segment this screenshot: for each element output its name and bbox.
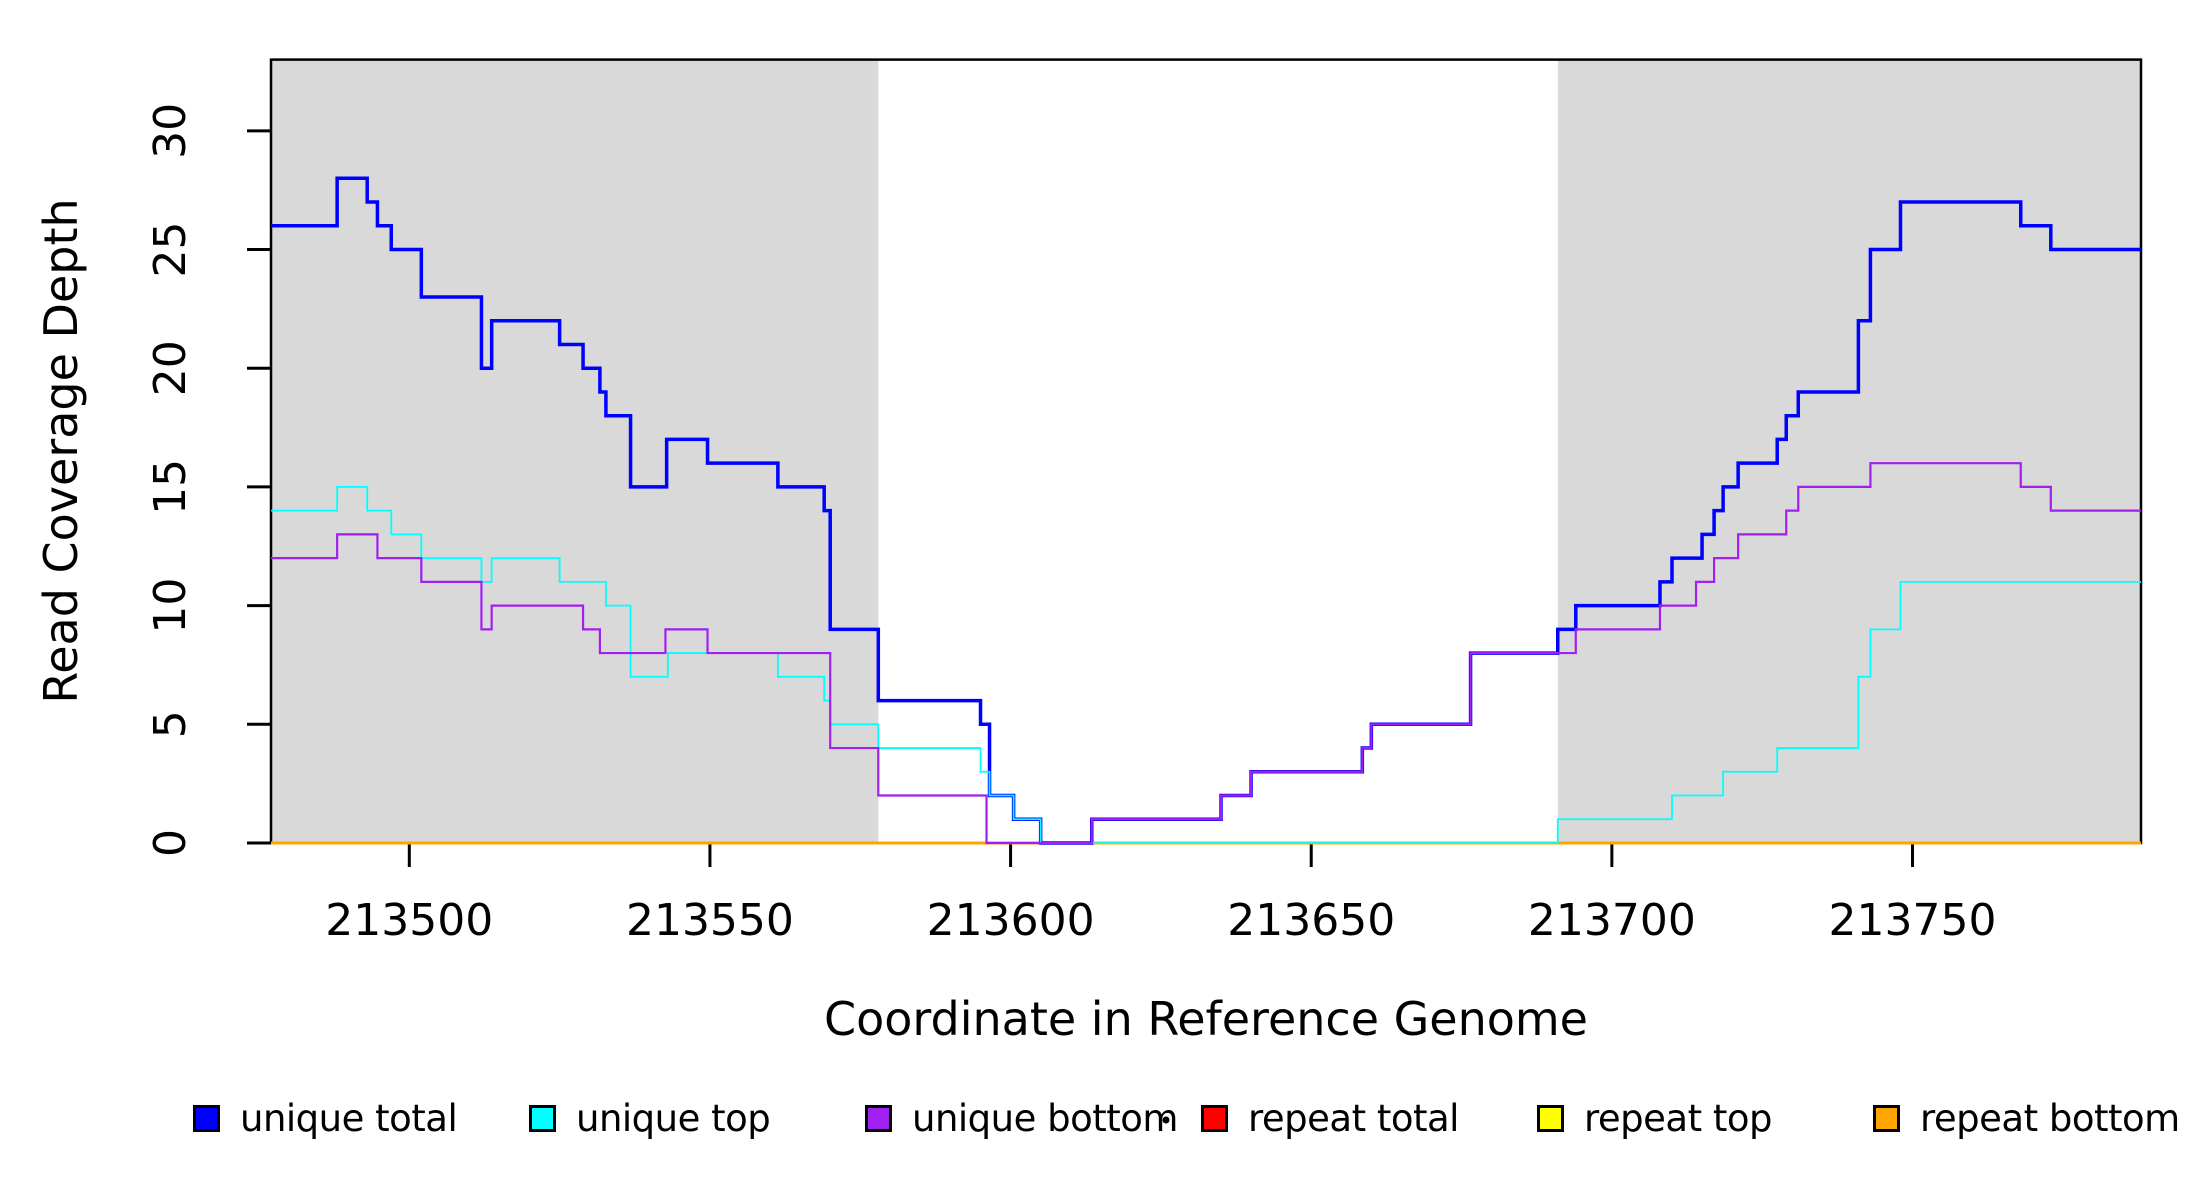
- legend-item-repeat-total: repeat total: [1201, 1096, 1459, 1140]
- stray-dot: [1162, 1116, 1170, 1124]
- legend-item-unique-bottom: unique bottom: [865, 1096, 1178, 1140]
- y-tick-label: 10: [145, 578, 196, 634]
- x-tick-label: 213700: [1528, 895, 1696, 946]
- legend-item-unique-top: unique top: [529, 1096, 771, 1140]
- legend-item-repeat-top: repeat top: [1537, 1096, 1773, 1140]
- x-tick-label: 213550: [626, 895, 794, 946]
- axis-ticks: 213500 213550 213600 213650 213700 213750 0 5 10…: [145, 103, 1996, 946]
- legend-label: unique total: [240, 1096, 458, 1140]
- legend-item-unique-total: unique total: [193, 1096, 458, 1140]
- legend-swatch: [1873, 1104, 1900, 1132]
- y-tick-label: 0: [145, 829, 196, 857]
- legend-swatch: [193, 1104, 220, 1132]
- legend-item-repeat-bottom: repeat bottom: [1873, 1096, 2180, 1140]
- legend-swatch: [1201, 1104, 1228, 1132]
- x-tick-label: 213650: [1227, 895, 1395, 946]
- y-tick-label: 25: [145, 222, 196, 278]
- legend-swatch: [865, 1104, 892, 1132]
- shaded-bands: [271, 59, 2141, 844]
- series-lines: [271, 176, 2141, 845]
- shaded-band: [271, 59, 879, 844]
- shaded-band: [1557, 59, 2141, 844]
- x-axis-title: Coordinate in Reference Genome: [824, 992, 1588, 1046]
- legend-label: unique bottom: [912, 1096, 1178, 1140]
- y-tick-label: 20: [145, 340, 196, 396]
- legend-label: unique top: [576, 1096, 771, 1140]
- y-tick-label: 5: [145, 710, 196, 738]
- series-line-unique-bottom: [271, 462, 2141, 845]
- legend-swatch: [529, 1104, 556, 1132]
- x-tick-label: 213750: [1829, 895, 1997, 946]
- legend-label: repeat bottom: [1920, 1096, 2180, 1140]
- y-tick-label: 15: [145, 459, 196, 515]
- x-tick-label: 213600: [927, 895, 1095, 946]
- legend-label: repeat top: [1584, 1096, 1773, 1140]
- y-axis-title: Read Coverage Depth: [34, 198, 88, 703]
- legend-label: repeat total: [1248, 1096, 1459, 1140]
- legend-swatch: [1537, 1104, 1564, 1132]
- x-tick-label: 213500: [325, 895, 493, 946]
- y-tick-label: 30: [145, 103, 196, 159]
